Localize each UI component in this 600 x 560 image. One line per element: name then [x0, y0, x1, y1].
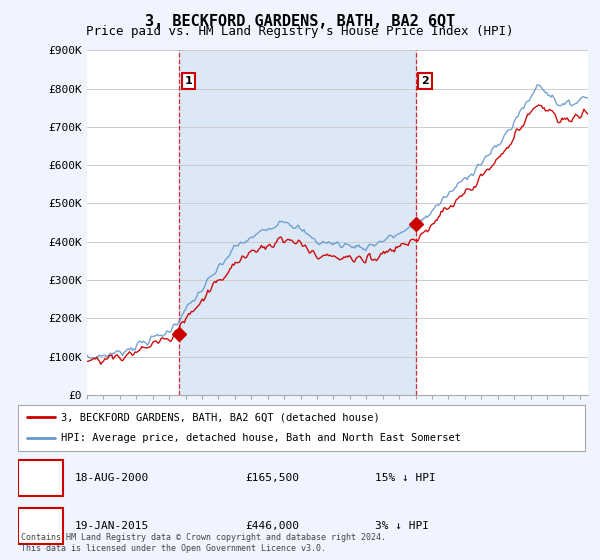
Bar	[179, 50, 416, 395]
FancyBboxPatch shape	[18, 460, 64, 496]
Text: 19-JAN-2015: 19-JAN-2015	[75, 521, 149, 531]
Text: Price paid vs. HM Land Registry's House Price Index (HPI): Price paid vs. HM Land Registry's House …	[86, 25, 514, 38]
Text: Contains HM Land Registry data © Crown copyright and database right 2024.
This d: Contains HM Land Registry data © Crown c…	[21, 533, 386, 553]
Text: £446,000: £446,000	[245, 521, 299, 531]
Text: 3, BECKFORD GARDENS, BATH, BA2 6QT (detached house): 3, BECKFORD GARDENS, BATH, BA2 6QT (deta…	[61, 412, 379, 422]
Text: 1: 1	[184, 76, 192, 86]
FancyBboxPatch shape	[18, 508, 64, 544]
Text: 15% ↓ HPI: 15% ↓ HPI	[375, 473, 436, 483]
Text: 3, BECKFORD GARDENS, BATH, BA2 6QT: 3, BECKFORD GARDENS, BATH, BA2 6QT	[145, 14, 455, 29]
Text: HPI: Average price, detached house, Bath and North East Somerset: HPI: Average price, detached house, Bath…	[61, 433, 461, 444]
Text: 18-AUG-2000: 18-AUG-2000	[75, 473, 149, 483]
Text: 2: 2	[37, 519, 45, 533]
Text: 2: 2	[421, 76, 429, 86]
Text: 3% ↓ HPI: 3% ↓ HPI	[375, 521, 429, 531]
Text: £165,500: £165,500	[245, 473, 299, 483]
Text: 1: 1	[37, 472, 45, 485]
